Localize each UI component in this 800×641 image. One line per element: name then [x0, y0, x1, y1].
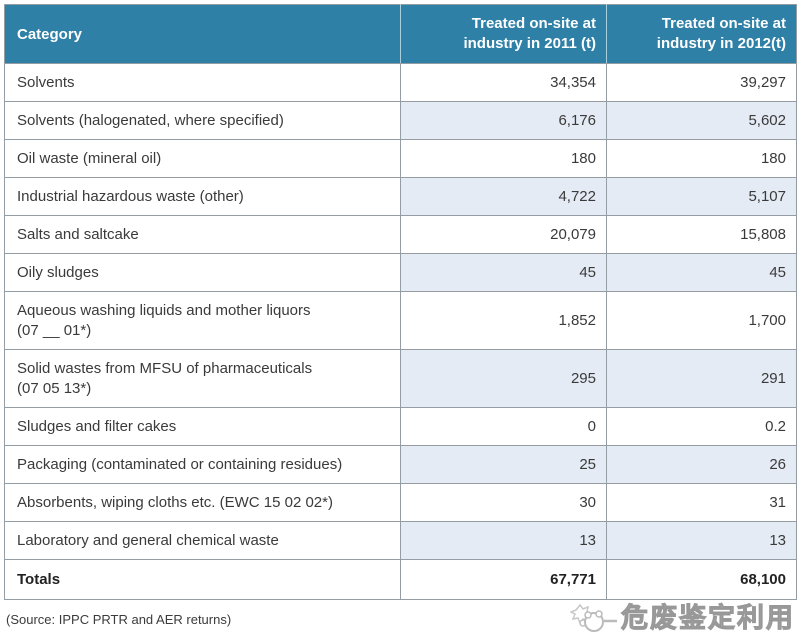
table-row: Oil waste (mineral oil) 180 180 — [4, 139, 797, 178]
value-2011-cell: 30 — [400, 483, 607, 522]
totals-row: Totals 67,771 68,100 — [4, 559, 797, 600]
watermark-panda-logo-icon — [570, 603, 617, 632]
value-2012-cell: 0.2 — [606, 407, 797, 446]
column-header-2011: Treated on-site at industry in 2011 (t) — [400, 4, 607, 64]
value-2012-cell: 5,107 — [606, 177, 797, 216]
watermark-text: 危废鉴定利用 — [621, 602, 795, 633]
value-2011-cell: 45 — [400, 253, 607, 292]
category-cell: Salts and saltcake — [4, 215, 401, 254]
table-row: Laboratory and general chemical waste 13… — [4, 521, 797, 560]
value-2012-cell: 26 — [606, 445, 797, 484]
value-2012-cell: 5,602 — [606, 101, 797, 140]
totals-label: Totals — [4, 559, 401, 600]
category-cell: Solvents (halogenated, where specified) — [4, 101, 401, 140]
table-row: Salts and saltcake 20,079 15,808 — [4, 215, 797, 254]
value-2011-cell: 4,722 — [400, 177, 607, 216]
table-row: Oily sludges 45 45 — [4, 253, 797, 292]
value-2012-cell: 13 — [606, 521, 797, 560]
table-row: Solvents 34,354 39,297 — [4, 63, 797, 102]
header-row: Category Treated on-site at industry in … — [4, 4, 797, 64]
value-2011-cell: 295 — [400, 349, 607, 408]
value-2011-cell: 6,176 — [400, 101, 607, 140]
value-2011-cell: 20,079 — [400, 215, 607, 254]
category-cell: Aqueous washing liquids and mother liquo… — [4, 291, 401, 350]
table-row: Industrial hazardous waste (other) 4,722… — [4, 177, 797, 216]
table-row: Absorbents, wiping cloths etc. (EWC 15 0… — [4, 483, 797, 522]
table-row: Solvents (halogenated, where specified) … — [4, 101, 797, 140]
category-cell: Oil waste (mineral oil) — [4, 139, 401, 178]
category-cell: Sludges and filter cakes — [4, 407, 401, 446]
category-cell: Absorbents, wiping cloths etc. (EWC 15 0… — [4, 483, 401, 522]
column-header-category: Category — [4, 4, 401, 64]
category-cell: Solvents — [4, 63, 401, 102]
value-2011-cell: 13 — [400, 521, 607, 560]
totals-2012-value: 68,100 — [606, 559, 797, 600]
totals-2011-value: 67,771 — [400, 559, 607, 600]
waste-treatment-table: Category Treated on-site at industry in … — [4, 4, 797, 600]
watermark: 危废鉴定利用 — [570, 601, 795, 635]
value-2012-cell: 291 — [606, 349, 797, 408]
source-note: (Source: IPPC PRTR and AER returns) — [6, 612, 232, 627]
value-2011-cell: 34,354 — [400, 63, 607, 102]
value-2011-cell: 1,852 — [400, 291, 607, 350]
table-row: Packaging (contaminated or containing re… — [4, 445, 797, 484]
value-2011-cell: 0 — [400, 407, 607, 446]
value-2011-cell: 180 — [400, 139, 607, 178]
category-cell: Packaging (contaminated or containing re… — [4, 445, 401, 484]
category-cell: Oily sludges — [4, 253, 401, 292]
value-2012-cell: 1,700 — [606, 291, 797, 350]
value-2012-cell: 31 — [606, 483, 797, 522]
category-cell: Solid wastes from MFSU of pharmaceutical… — [4, 349, 401, 408]
table-row: Aqueous washing liquids and mother liquo… — [4, 291, 797, 350]
category-cell: Laboratory and general chemical waste — [4, 521, 401, 560]
table-row: Solid wastes from MFSU of pharmaceutical… — [4, 349, 797, 408]
category-cell: Industrial hazardous waste (other) — [4, 177, 401, 216]
value-2011-cell: 25 — [400, 445, 607, 484]
value-2012-cell: 15,808 — [606, 215, 797, 254]
value-2012-cell: 39,297 — [606, 63, 797, 102]
column-header-2012: Treated on-site at industry in 2012(t) — [606, 4, 797, 64]
value-2012-cell: 180 — [606, 139, 797, 178]
value-2012-cell: 45 — [606, 253, 797, 292]
table-row: Sludges and filter cakes 0 0.2 — [4, 407, 797, 446]
